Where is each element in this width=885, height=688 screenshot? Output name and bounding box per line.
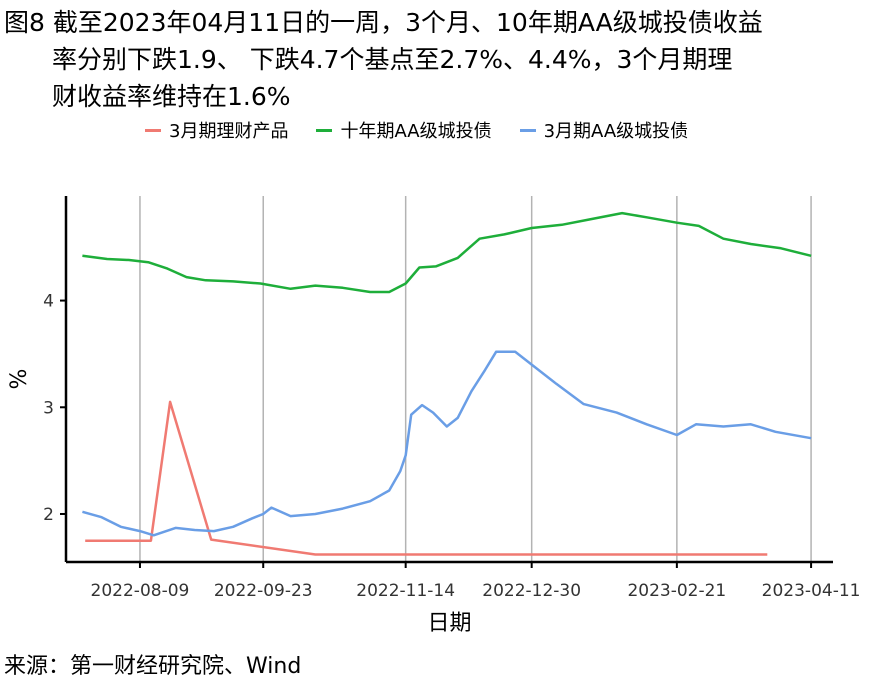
y-axis-label: %: [7, 369, 32, 390]
title-line-3: 财收益率维持在1.6%: [52, 82, 291, 111]
legend-item-wmp: 3月期理财产品: [145, 117, 288, 143]
series-line-1: [82, 211, 812, 294]
gridlines: [139, 196, 812, 562]
x-tick-label: 2022-09-23: [214, 581, 313, 601]
y-tick-label: 4: [43, 292, 54, 312]
legend-label-10y: 十年期AA级城投债: [340, 121, 492, 142]
legend-label-wmp: 3月期理财产品: [169, 121, 289, 142]
source-note: 来源：第一财经研究院、Wind: [4, 654, 302, 679]
chart-title: 图8 截至2023年04月11日的一周，3个月、10年期AA级城投债收益 率分别…: [4, 4, 864, 115]
legend-item-3m: 3月期AA级城投债: [519, 117, 689, 143]
legend-swatch-3m: [519, 128, 536, 132]
x-tick-label: 2023-02-21: [627, 581, 726, 601]
series-lines: [82, 211, 812, 556]
y-tick-label: 3: [43, 398, 54, 418]
series-line-0: [85, 400, 768, 556]
legend-swatch-10y: [316, 128, 333, 132]
legend-swatch-wmp: [145, 128, 161, 132]
legend-label-3m: 3月期AA级城投债: [543, 121, 689, 142]
title-line-2: 率分别下跌1.9、 下跌4.7个基点至2.7%、4.4%，3个月期理: [52, 45, 733, 74]
y-ticks: 2 3 4: [43, 292, 66, 525]
title-line-1: 图8 截至2023年04月11日的一周，3个月、10年期AA级城投债收益: [4, 8, 763, 37]
x-tick-label: 2022-12-30: [482, 581, 581, 601]
x-ticks: 2022-08-09 2022-09-23 2022-11-14 2022-12-30…: [91, 562, 861, 601]
x-axis-label: 日期: [427, 611, 471, 636]
x-tick-label: 2022-11-14: [356, 581, 455, 601]
y-tick-label: 2: [43, 505, 54, 525]
legend-item-10y: 十年期AA级城投债: [316, 117, 492, 143]
x-tick-label: 2022-08-09: [91, 581, 190, 601]
x-tick-label: 2023-04-11: [762, 581, 861, 601]
legend: 3月期理财产品 十年期AA级城投债 3月期AA级城投债: [145, 117, 688, 143]
series-line-2: [82, 350, 812, 537]
